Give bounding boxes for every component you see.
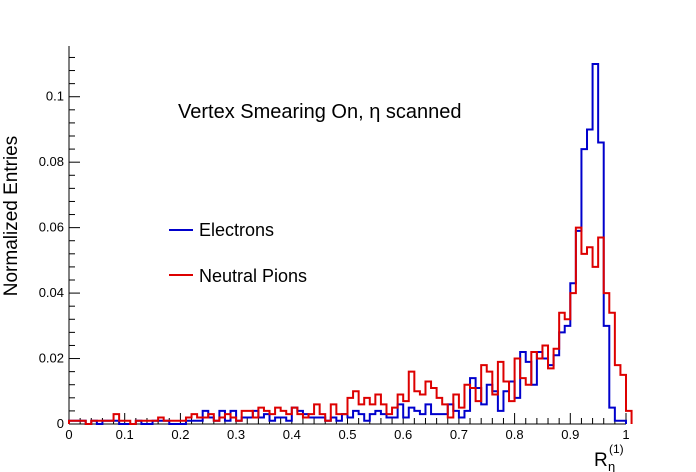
y-axis-ticks: 0 0.02 0.04 0.06 0.08 0.1 [39,56,80,431]
y-tick-label: 0.08 [39,154,64,169]
y-tick-label: 0 [57,416,64,431]
chart-annotation: Vertex Smearing On, η scanned [178,101,462,123]
y-axis-title: Normalized Entries [1,136,22,297]
x-tick-label: 0.4 [283,427,301,442]
y-tick-label: 0.04 [39,285,64,300]
x-tick-label: 0.8 [506,427,524,442]
legend: Electrons Neutral Pions [169,220,307,286]
y-tick-label: 0.1 [46,89,64,104]
x-tick-label: 0.6 [394,427,412,442]
x-tick-label: 0.3 [227,427,245,442]
histogram-series-layer [68,63,633,425]
series-line-neutral-pions [68,226,633,425]
x-tick-label: 0.1 [116,427,134,442]
x-axis-title-subscript: η [608,459,615,472]
x-tick-label: 1 [622,427,629,442]
x-tick-label: 0.2 [171,427,189,442]
x-axis-title-main: R [594,450,608,471]
y-tick-label: 0.06 [39,220,64,235]
x-tick-label: 0.7 [450,427,468,442]
y-tick-label: 0.02 [39,351,64,366]
legend-label-electrons: Electrons [199,220,274,240]
x-axis-title: R η (1) [594,442,624,472]
x-tick-label: 0.5 [338,427,356,442]
x-tick-label: 0 [65,427,72,442]
legend-label-neutral-pions: Neutral Pions [199,266,307,286]
x-tick-label: 0.9 [561,427,579,442]
x-axis-title-superscript: (1) [609,442,624,456]
